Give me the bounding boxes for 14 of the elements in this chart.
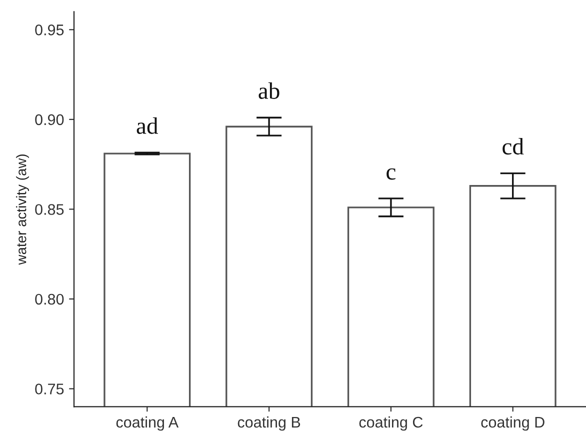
x-tick-label: coating D bbox=[481, 416, 544, 431]
annotation: c bbox=[386, 168, 396, 180]
annotation: ad bbox=[136, 117, 158, 134]
y-tick-label: 0.75 bbox=[35, 384, 64, 394]
x-tick-label: coating C bbox=[359, 416, 423, 431]
y-tick-label: 0.80 bbox=[35, 294, 64, 305]
annotation: cd bbox=[502, 138, 524, 155]
y-tick-label: 0.90 bbox=[35, 114, 64, 126]
y-tick-label: 0.95 bbox=[35, 24, 64, 36]
y-axis-title: water activity (aw) bbox=[16, 154, 29, 265]
x-tick-label: coating B bbox=[238, 416, 300, 431]
annotation: ab bbox=[258, 82, 280, 99]
x-tick-label: coating A bbox=[116, 416, 179, 431]
y-tick-label: 0.85 bbox=[35, 204, 64, 215]
